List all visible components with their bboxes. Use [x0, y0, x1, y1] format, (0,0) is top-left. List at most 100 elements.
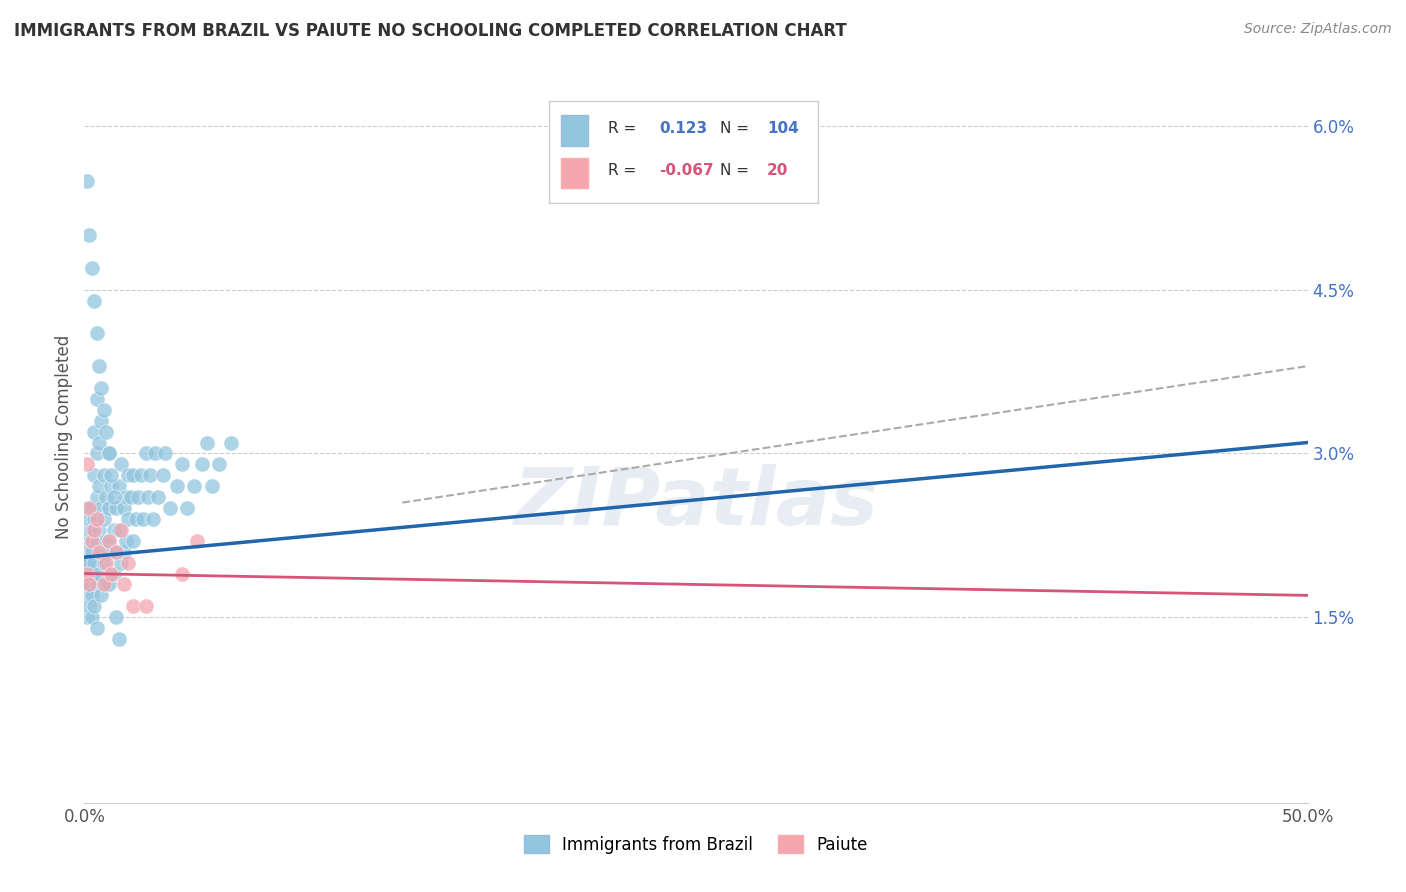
- Point: [186, 533, 208, 548]
- Point: [87, 435, 110, 450]
- Point: [97, 533, 120, 548]
- Point: [77, 577, 100, 591]
- Y-axis label: No Schooling Completed: No Schooling Completed: [55, 335, 73, 539]
- Point: [90, 414, 112, 428]
- Point: [122, 533, 145, 548]
- Point: [135, 446, 157, 460]
- Point: [100, 566, 122, 581]
- Point: [120, 490, 142, 504]
- Point: [77, 545, 100, 559]
- Point: [80, 523, 103, 537]
- FancyBboxPatch shape: [561, 158, 588, 188]
- Text: Source: ZipAtlas.com: Source: ZipAtlas.com: [1244, 22, 1392, 37]
- Point: [83, 425, 105, 439]
- Point: [77, 588, 100, 602]
- Point: [191, 458, 214, 472]
- Point: [93, 512, 115, 526]
- Point: [127, 490, 149, 504]
- Point: [103, 566, 125, 581]
- Point: [172, 458, 194, 472]
- Point: [96, 556, 118, 570]
- Point: [135, 599, 157, 614]
- Point: [80, 501, 103, 516]
- Point: [86, 577, 108, 591]
- Text: N =: N =: [720, 163, 749, 178]
- Point: [80, 566, 103, 581]
- Point: [129, 468, 152, 483]
- Point: [77, 566, 100, 581]
- Text: ZIPatlas: ZIPatlas: [513, 464, 879, 542]
- Point: [112, 501, 135, 516]
- Point: [117, 556, 139, 570]
- Point: [80, 545, 103, 559]
- Point: [93, 402, 115, 417]
- Text: R =: R =: [607, 163, 636, 178]
- Point: [125, 512, 148, 526]
- Point: [146, 490, 169, 504]
- Point: [136, 490, 159, 504]
- Text: -0.067: -0.067: [659, 163, 714, 178]
- Point: [159, 501, 181, 516]
- Point: [77, 556, 100, 570]
- Point: [143, 446, 166, 460]
- Point: [83, 512, 105, 526]
- Point: [86, 326, 108, 341]
- Point: [86, 512, 108, 526]
- Point: [80, 533, 103, 548]
- Point: [76, 501, 98, 516]
- Point: [87, 359, 110, 373]
- Point: [105, 545, 128, 559]
- Point: [97, 501, 120, 516]
- Point: [77, 523, 100, 537]
- Point: [87, 545, 110, 559]
- Point: [90, 501, 112, 516]
- Point: [117, 512, 139, 526]
- Point: [96, 490, 118, 504]
- Point: [93, 468, 115, 483]
- Point: [200, 479, 222, 493]
- Point: [80, 533, 103, 548]
- Text: IMMIGRANTS FROM BRAZIL VS PAIUTE NO SCHOOLING COMPLETED CORRELATION CHART: IMMIGRANTS FROM BRAZIL VS PAIUTE NO SCHO…: [14, 22, 846, 40]
- Point: [208, 458, 231, 472]
- Point: [110, 523, 132, 537]
- Point: [172, 566, 194, 581]
- Point: [76, 566, 98, 581]
- Text: R =: R =: [607, 121, 636, 136]
- Point: [83, 468, 105, 483]
- Point: [83, 599, 105, 614]
- Point: [80, 588, 103, 602]
- Point: [86, 392, 108, 406]
- Point: [90, 381, 112, 395]
- Point: [107, 632, 129, 646]
- Point: [183, 479, 205, 493]
- Point: [97, 446, 120, 460]
- Point: [86, 446, 108, 460]
- Point: [152, 468, 174, 483]
- Point: [122, 468, 145, 483]
- Point: [97, 577, 120, 591]
- Point: [83, 523, 105, 537]
- Point: [90, 588, 112, 602]
- Point: [76, 533, 98, 548]
- Point: [77, 512, 100, 526]
- Point: [115, 490, 138, 504]
- Legend: Immigrants from Brazil, Paiute: Immigrants from Brazil, Paiute: [517, 829, 875, 860]
- Point: [176, 501, 198, 516]
- Point: [76, 610, 98, 624]
- Point: [77, 599, 100, 614]
- Point: [96, 533, 118, 548]
- Point: [195, 435, 218, 450]
- Point: [105, 501, 128, 516]
- Point: [76, 173, 98, 187]
- Point: [96, 577, 118, 591]
- FancyBboxPatch shape: [550, 101, 818, 203]
- Point: [80, 260, 103, 275]
- Text: 0.123: 0.123: [659, 121, 707, 136]
- Point: [93, 577, 115, 591]
- Point: [142, 512, 165, 526]
- Point: [105, 610, 128, 624]
- Point: [103, 490, 125, 504]
- Point: [97, 533, 120, 548]
- Point: [77, 577, 100, 591]
- Point: [110, 458, 132, 472]
